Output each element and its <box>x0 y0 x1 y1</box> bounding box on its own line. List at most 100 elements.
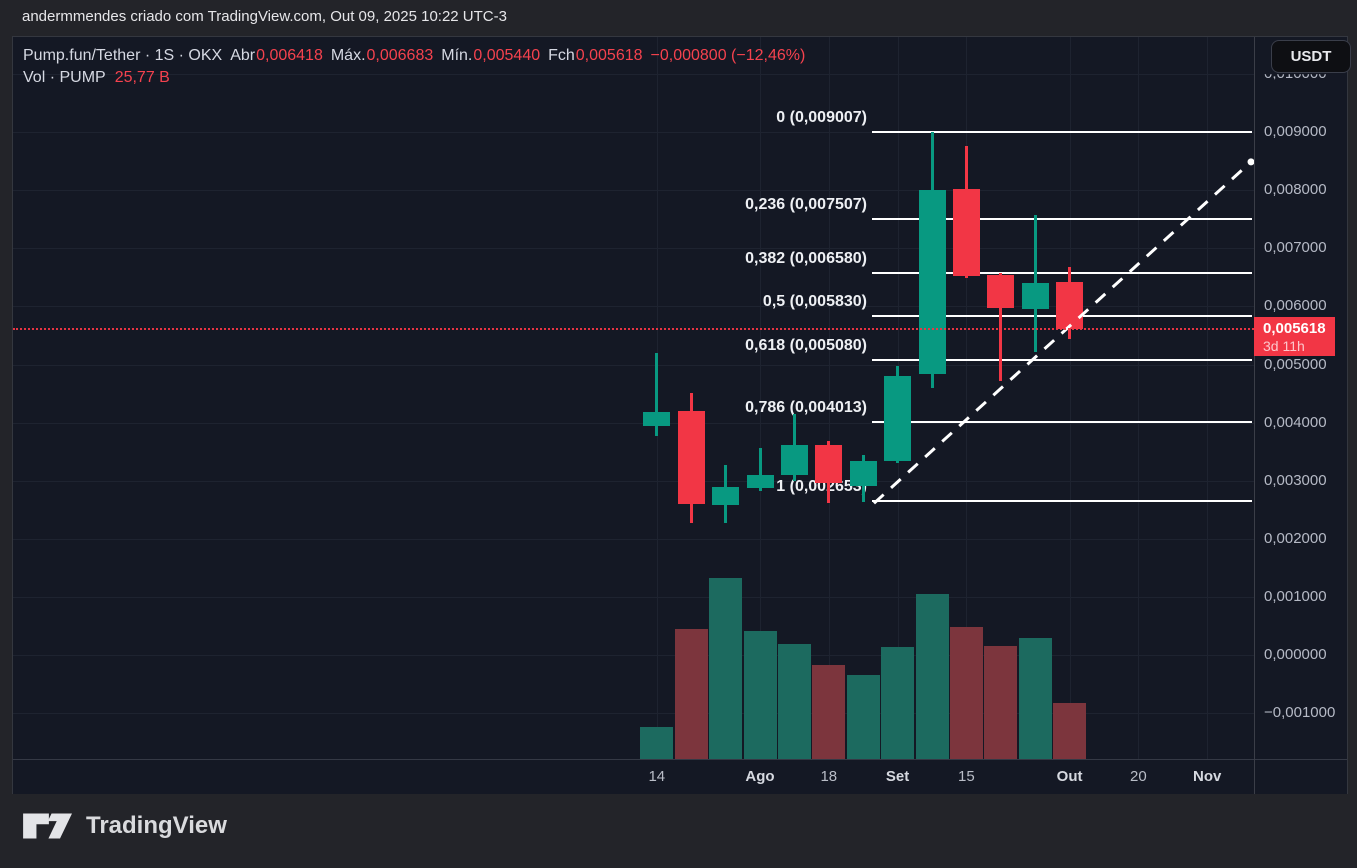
candle-body <box>918 189 946 374</box>
candle-body <box>849 460 877 486</box>
volume-bar <box>812 665 846 759</box>
grid-line-vertical <box>760 37 761 759</box>
price-tick-label: 0,009000 <box>1264 123 1327 141</box>
time-tick-label: 15 <box>958 768 975 785</box>
symbol-title: Pump.fun/Tether · 1S · OKX <box>23 47 223 64</box>
fib-level-line[interactable] <box>872 499 1252 502</box>
current-price-label: 0,005618 3d 11h <box>1254 316 1335 356</box>
grid-line-vertical <box>828 37 830 759</box>
grid-line-horizontal <box>13 74 1254 76</box>
low-label: Mín. <box>441 47 473 64</box>
fib-level-label: 0 (0,009007) <box>776 108 867 126</box>
volume-bar <box>846 675 880 759</box>
grid-line-horizontal <box>13 596 1254 598</box>
low-value: 0,005440 <box>473 47 541 64</box>
fib-level-label: 0,786 (0,004013) <box>745 398 867 416</box>
volume-bar <box>984 646 1018 759</box>
price-chart[interactable]: Pump.fun/Tether · 1S · OKX Abr0,006418 Máx… <box>13 37 1254 794</box>
price-tick-label: 0,000000 <box>1264 645 1327 663</box>
volume-label: Vol · PUMP <box>23 69 106 86</box>
price-tick-label: 0,006000 <box>1264 297 1327 315</box>
candle-body <box>643 411 671 426</box>
candle-wick <box>655 352 659 436</box>
volume-bar <box>949 627 983 759</box>
time-tick-label: 18 <box>820 768 838 785</box>
volume-value: 25,77 B <box>114 69 170 86</box>
high-label: Máx. <box>330 47 366 64</box>
close-value: 0,005618 <box>575 47 643 64</box>
price-tick-label: 0,004000 <box>1264 413 1327 431</box>
fib-level-label: 0,5 (0,005830) <box>762 293 867 311</box>
fib-level-label: 0,618 (0,005080) <box>745 336 867 354</box>
current-price-value: 0,005618 <box>1263 319 1326 337</box>
fib-level-label: 1 (0,002653) <box>776 477 867 495</box>
price-tick-label: 0,001000 <box>1264 587 1327 605</box>
grid-line-vertical <box>1069 37 1071 759</box>
grid-line-horizontal <box>13 306 1254 308</box>
time-tick-label: Set <box>885 768 910 785</box>
time-axis-separator <box>13 759 1347 760</box>
price-tick-label: 0,005000 <box>1264 355 1327 373</box>
fib-level-line[interactable] <box>872 420 1252 423</box>
grid-line-horizontal <box>13 654 1254 656</box>
grid-line-horizontal <box>13 422 1254 424</box>
candle-body <box>746 474 774 488</box>
fib-level-label: 0,236 (0,007507) <box>745 195 867 213</box>
chart-panel: Pump.fun/Tether · 1S · OKX Abr0,006418 Máx… <box>12 36 1351 795</box>
grid-line-horizontal <box>13 480 1254 482</box>
footer-bar: TradingView <box>0 794 1357 868</box>
volume-bar <box>640 727 674 759</box>
candle-body <box>712 487 740 505</box>
price-tick-label: 0,002000 <box>1264 529 1327 547</box>
candle-body <box>677 410 705 504</box>
candle-body <box>884 375 912 461</box>
candle-body <box>780 444 808 475</box>
candle-body <box>987 275 1015 308</box>
grid-line-vertical <box>1207 37 1209 759</box>
change-value: −0,000800 (−12,46%) <box>650 47 806 64</box>
time-tick-label: Ago <box>745 768 775 785</box>
grid-line-horizontal <box>13 712 1254 714</box>
price-tick-label: −0,001000 <box>1264 703 1336 721</box>
candle-body <box>815 444 843 484</box>
price-tick-label: 0,007000 <box>1264 239 1327 257</box>
volume-bar <box>777 644 811 759</box>
current-price-line <box>13 327 1254 330</box>
price-tick-label: 0,010000 <box>1264 65 1327 83</box>
candle-body <box>952 188 980 276</box>
bar-countdown: 3d 11h <box>1263 337 1305 354</box>
tradingview-logo[interactable]: TradingView <box>22 810 227 842</box>
high-value: 0,006683 <box>366 47 434 64</box>
volume-bar <box>709 577 743 759</box>
price-scale[interactable]: USDT 0,005618 3d 11h 0,010000 0,009000 0,0… <box>1254 37 1351 794</box>
volume-bar <box>881 647 915 759</box>
brand-name: TradingView <box>86 812 227 839</box>
candle-body <box>1056 282 1084 329</box>
watermark-bar: andermmendes criado com TradingView.com,… <box>0 0 1357 36</box>
grid-line-horizontal <box>13 538 1254 540</box>
currency-toggle-button[interactable]: USDT <box>1271 40 1351 73</box>
grid-line-vertical <box>1138 37 1140 759</box>
close-label: Fch <box>548 47 575 64</box>
legend-volume-row: Vol · PUMP 25,77 B <box>23 67 805 89</box>
volume-bar <box>915 594 949 759</box>
fib-level-line[interactable] <box>872 130 1252 133</box>
time-tick-label: Out <box>1056 768 1083 785</box>
legend-ohlc-row: Pump.fun/Tether · 1S · OKX Abr0,006418 Máx… <box>23 45 805 67</box>
grid-line-horizontal <box>13 132 1254 134</box>
volume-bar <box>1053 703 1087 759</box>
price-tick-label: 0,003000 <box>1264 471 1327 489</box>
volume-bar <box>1018 637 1052 759</box>
watermark-text: andermmendes criado com TradingView.com,… <box>22 8 507 25</box>
time-tick-label: 20 <box>1130 768 1147 785</box>
time-tick-label: Nov <box>1193 768 1222 785</box>
symbol-legend: Pump.fun/Tether · 1S · OKX Abr0,006418 Máx… <box>23 45 805 89</box>
grid-line-horizontal <box>13 364 1254 366</box>
grid-line-horizontal <box>13 248 1254 250</box>
trend-line[interactable] <box>13 37 1254 759</box>
volume-bar <box>674 629 708 759</box>
open-value: 0,006418 <box>256 47 323 64</box>
fib-level-label: 0,382 (0,006580) <box>745 249 867 267</box>
grid-line-horizontal <box>13 190 1254 192</box>
